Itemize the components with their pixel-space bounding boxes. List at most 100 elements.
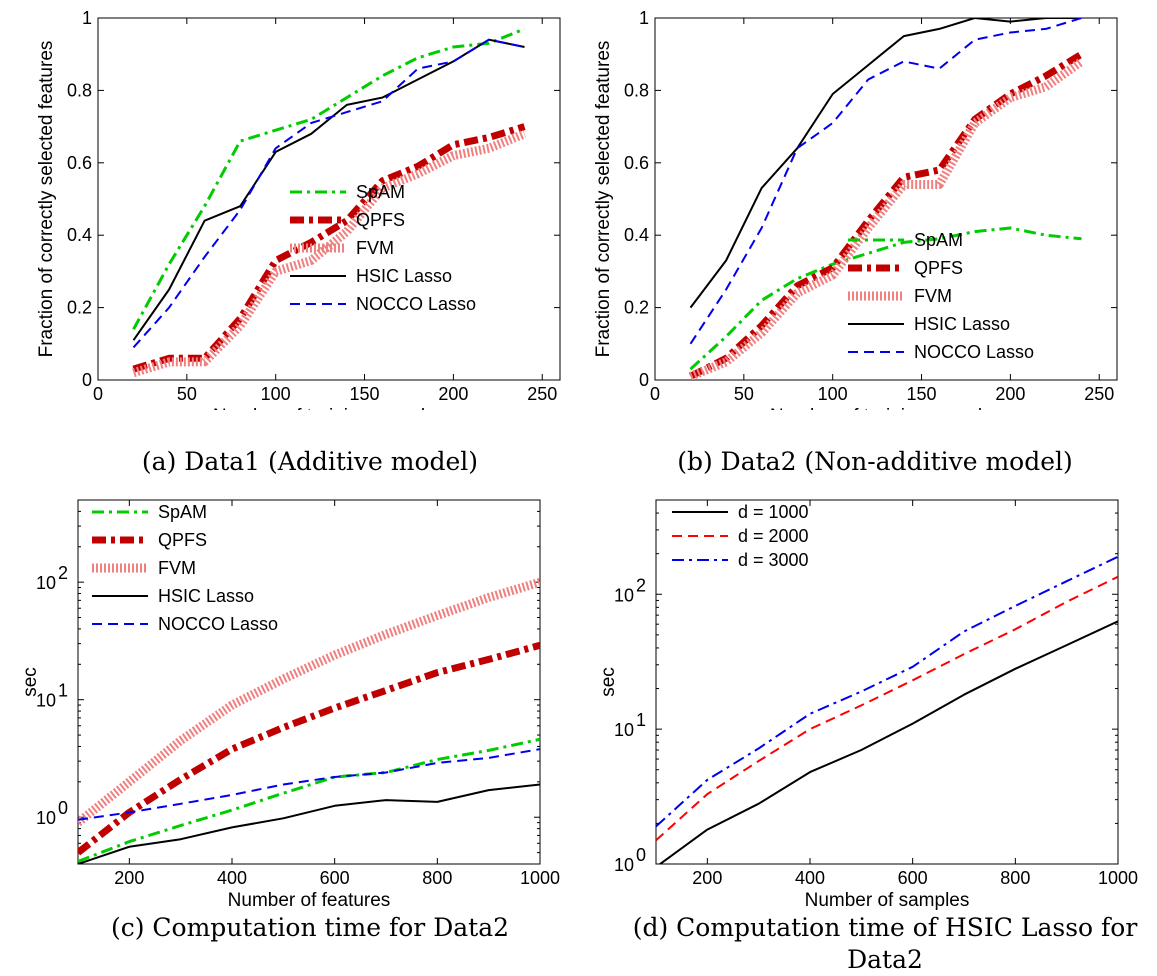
y-tick-label: 10 bbox=[614, 720, 634, 740]
x-tick-label: 150 bbox=[350, 384, 380, 404]
chart-b-svg: 0 50 100 150 200 250 0 0.2 0.4 0.6 0.8 1 Number of t… bbox=[593, 8, 1118, 410]
caption-b: (b) Data2 (Non-additive model) bbox=[677, 447, 1073, 476]
y-tick-label: 1 bbox=[639, 8, 649, 28]
legend-label-spam: SpAM bbox=[914, 230, 963, 250]
plot-frame bbox=[654, 17, 1118, 381]
series-line-qpfs bbox=[132, 123, 526, 373]
x-axis-label: Number of training samples bbox=[213, 406, 445, 410]
caption-a: (a) Data1 (Additive model) bbox=[141, 447, 479, 476]
y-tick-exponent: 0 bbox=[636, 845, 646, 865]
y-tick-label: 10 bbox=[36, 808, 56, 828]
plot-frame bbox=[97, 17, 561, 381]
series-line-d-1000 bbox=[658, 620, 1118, 864]
y-tick-exponent: 2 bbox=[58, 563, 68, 583]
series-line-d-2000 bbox=[656, 575, 1118, 842]
x-axis-label: Number of samples bbox=[805, 890, 970, 911]
y-tick-label: 0 bbox=[82, 370, 92, 390]
x-tick-label: 200 bbox=[995, 384, 1025, 404]
x-tick-label: 50 bbox=[177, 384, 197, 404]
chart-panel-c: 200 400 600 800 1000 10 0 10 1 10 2 Number of featu… bbox=[0, 482, 578, 912]
x-tick-label: 0 bbox=[650, 384, 660, 404]
x-tick-label: 100 bbox=[818, 384, 848, 404]
series-group bbox=[78, 577, 540, 864]
y-axis-label: sec bbox=[598, 667, 619, 697]
x-tick-label: 600 bbox=[320, 868, 350, 888]
y-tick-exponent: 1 bbox=[58, 681, 68, 701]
y-tick-label: 0.8 bbox=[624, 80, 649, 100]
y-tick-label: 10 bbox=[614, 855, 634, 875]
y-tick-label: 0.4 bbox=[67, 225, 92, 245]
legend-label-nocco-lasso: NOCCO Lasso bbox=[356, 294, 476, 314]
plot-frame bbox=[77, 499, 541, 865]
legend-label-fvm: FVM bbox=[356, 238, 394, 258]
series-line-nocco-lasso bbox=[689, 18, 1082, 345]
x-tick-label: 250 bbox=[1084, 384, 1114, 404]
series-line-spam bbox=[132, 27, 526, 331]
plot-frame bbox=[655, 499, 1119, 865]
y-tick-label: 0.2 bbox=[67, 298, 92, 318]
legend-label-qpfs: QPFS bbox=[158, 530, 207, 550]
y-axis-label: Fraction of correctly selected features bbox=[593, 41, 614, 358]
chart-panel-d: 200 400 600 800 1000 10 0 10 1 10 2 Number of sampl… bbox=[578, 482, 1157, 912]
x-axis-label: Number of training samples bbox=[770, 406, 1002, 410]
legend-label-d-1000: d = 1000 bbox=[738, 502, 809, 522]
legend-label-spam: SpAM bbox=[158, 502, 207, 522]
series-line-d-3000 bbox=[656, 555, 1118, 828]
x-tick-label: 200 bbox=[114, 868, 144, 888]
x-tick-label: 400 bbox=[795, 868, 825, 888]
legend-label-d-3000: d = 3000 bbox=[738, 550, 809, 570]
series-line-hsic-lasso bbox=[78, 783, 540, 864]
y-tick-exponent: 0 bbox=[58, 798, 68, 818]
y-tick-label: 0.6 bbox=[67, 153, 92, 173]
chart-panel-b: 0 50 100 150 200 250 0 0.2 0.4 0.6 0.8 1 Number of t… bbox=[578, 0, 1157, 410]
legend-label-nocco-lasso: NOCCO Lasso bbox=[914, 342, 1034, 362]
legend-label-hsic-lasso: HSIC Lasso bbox=[914, 314, 1010, 334]
caption-d: (d) Computation time of HSIC Lasso for D… bbox=[632, 913, 1138, 974]
x-tick-label: 200 bbox=[438, 384, 468, 404]
legend-label-fvm: FVM bbox=[914, 286, 952, 306]
series-line-qpfs bbox=[78, 641, 540, 856]
y-axis-label: sec bbox=[20, 667, 41, 697]
y-axis-label: Fraction of correctly selected features bbox=[36, 41, 57, 358]
legend-label-spam: SpAM bbox=[356, 182, 405, 202]
series-line-spam bbox=[689, 226, 1082, 371]
series-line-fvm bbox=[688, 57, 1085, 380]
series-line-spam bbox=[78, 737, 540, 863]
x-tick-label: 200 bbox=[692, 868, 722, 888]
series-line-fvm bbox=[132, 129, 527, 378]
y-tick-exponent: 2 bbox=[636, 575, 646, 595]
chart-panel-a: 0 50 100 150 200 250 0 0.2 0.4 0.6 0.8 1 Number of t… bbox=[0, 0, 578, 410]
y-tick-label: 0 bbox=[639, 370, 649, 390]
y-tick-label: 0.4 bbox=[624, 225, 649, 245]
legend-label-qpfs: QPFS bbox=[914, 258, 963, 278]
x-tick-label: 50 bbox=[734, 384, 754, 404]
y-tick-label: 0.6 bbox=[624, 153, 649, 173]
legend-label-qpfs: QPFS bbox=[356, 210, 405, 230]
y-tick-exponent: 1 bbox=[636, 710, 646, 730]
series-group bbox=[656, 555, 1118, 864]
legend-label-hsic-lasso: HSIC Lasso bbox=[356, 266, 452, 286]
y-tick-label: 0.8 bbox=[67, 80, 92, 100]
y-tick-label: 10 bbox=[36, 573, 56, 593]
y-tick-label: 10 bbox=[614, 585, 634, 605]
legend-label-fvm: FVM bbox=[158, 558, 196, 578]
x-tick-label: 800 bbox=[422, 868, 452, 888]
x-tick-label: 0 bbox=[93, 384, 103, 404]
caption-c: (c) Computation time for Data2 bbox=[110, 913, 510, 942]
y-tick-label: 1 bbox=[82, 8, 92, 28]
x-tick-label: 1000 bbox=[520, 868, 560, 888]
x-tick-label: 150 bbox=[907, 384, 937, 404]
chart-a-svg: 0 50 100 150 200 250 0 0.2 0.4 0.6 0.8 1 Number of t… bbox=[36, 8, 561, 410]
x-tick-label: 250 bbox=[527, 384, 557, 404]
series-line-hsic-lasso bbox=[689, 18, 1082, 309]
legend-label-d-2000: d = 2000 bbox=[738, 526, 809, 546]
series-line-nocco-lasso bbox=[132, 38, 525, 349]
x-axis-label: Number of features bbox=[228, 890, 391, 911]
legend-label-nocco-lasso: NOCCO Lasso bbox=[158, 614, 278, 634]
x-tick-label: 100 bbox=[261, 384, 291, 404]
legend-label-hsic-lasso: HSIC Lasso bbox=[158, 586, 254, 606]
x-tick-label: 400 bbox=[217, 868, 247, 888]
x-tick-label: 800 bbox=[1000, 868, 1030, 888]
